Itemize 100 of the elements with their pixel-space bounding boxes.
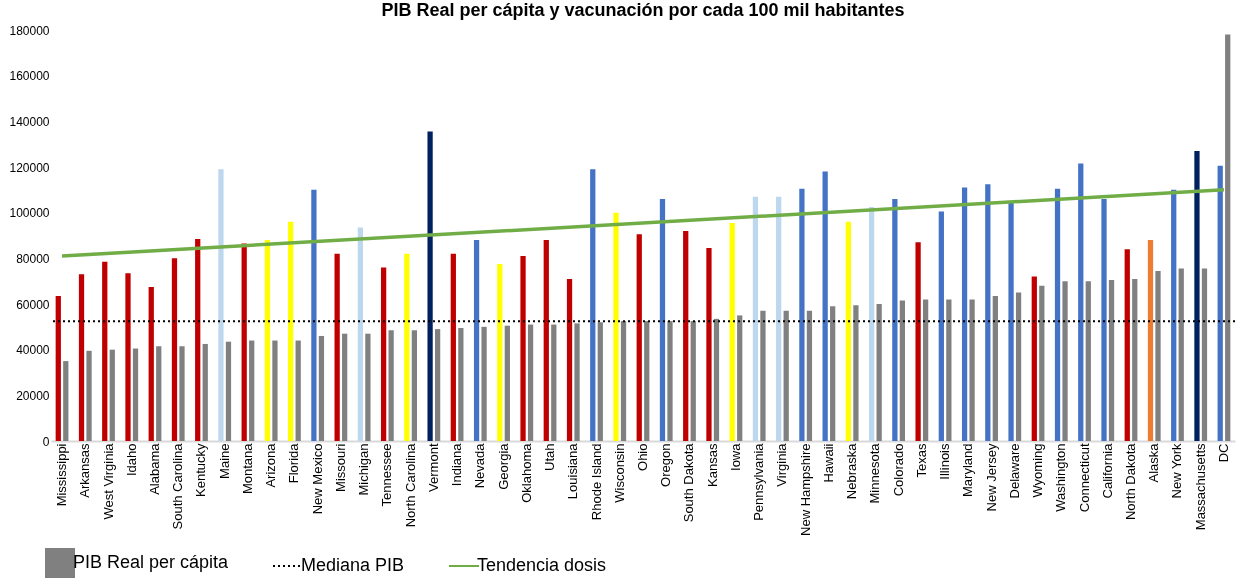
x-tick-label: Delaware [1006, 443, 1022, 499]
x-tick-label: North Dakota [1123, 442, 1139, 521]
bar [853, 305, 859, 441]
x-tick-label: Rhode Island [588, 443, 604, 521]
bar [427, 131, 433, 441]
x-tick-label: New Hampshire [797, 443, 813, 536]
bar [171, 258, 178, 441]
bar [272, 340, 278, 441]
legend-label: Tendencia dosis [477, 555, 607, 575]
bar [1085, 281, 1091, 441]
bar [636, 234, 642, 441]
y-tick-label: 160000 [9, 69, 50, 84]
bar [148, 286, 154, 441]
x-tick-label: Alabama [146, 442, 162, 495]
y-tick-label: 100000 [9, 206, 50, 221]
bar [458, 327, 464, 441]
bar [450, 253, 456, 441]
bar [342, 333, 348, 441]
bar [729, 222, 735, 441]
x-tick-label: New Jersey [983, 443, 999, 512]
bar [411, 330, 418, 441]
x-tick-label: Washington [1053, 443, 1069, 512]
bar [334, 253, 340, 441]
bar [132, 348, 139, 441]
x-tick-label: Colorado [890, 443, 906, 497]
bar [434, 329, 441, 441]
bar [1101, 198, 1107, 441]
bar [125, 273, 131, 441]
bar [845, 221, 852, 441]
bar [195, 238, 201, 441]
bar [380, 267, 387, 441]
bar [249, 340, 255, 441]
y-tick-label: 0 [42, 434, 50, 449]
bar [806, 310, 813, 441]
x-tick-label: Florida [286, 442, 302, 484]
bar [985, 184, 991, 441]
bar [527, 324, 534, 441]
x-tick-label: Idaho [123, 443, 139, 477]
bar [241, 243, 247, 441]
y-tick-label: 40000 [16, 343, 50, 358]
bar [1031, 276, 1037, 441]
y-tick-label: 60000 [16, 297, 50, 312]
x-tick-label: Nevada [472, 442, 488, 489]
bar [1132, 278, 1138, 441]
x-tick-label: Hawaii [820, 443, 836, 483]
bar [388, 330, 394, 441]
x-tick-label: Utah [542, 443, 558, 471]
bar [1201, 268, 1208, 441]
bar [659, 198, 666, 441]
bar [264, 240, 271, 441]
bar [1155, 270, 1161, 441]
bar [713, 318, 720, 441]
legend-label: PIB Real per cápita [73, 552, 230, 572]
bar [295, 340, 301, 441]
x-tick-label: Michigan [356, 443, 372, 496]
y-tick-label: 20000 [16, 388, 50, 403]
bar [1054, 188, 1061, 441]
x-tick-label: Montana [239, 442, 255, 495]
bar [179, 346, 185, 441]
bar [992, 296, 998, 441]
bar [892, 198, 898, 441]
bar [760, 310, 766, 441]
x-tick-label: Connecticut [1076, 443, 1092, 513]
bar [752, 196, 759, 441]
bar [776, 196, 782, 441]
x-tick-label: Wyoming [1030, 443, 1046, 498]
x-tick-label: South Dakota [681, 442, 697, 523]
bar [202, 343, 208, 441]
bar [868, 206, 875, 441]
x-tick-label: Massachusetts [1192, 443, 1208, 531]
bar [590, 169, 596, 441]
bar [737, 315, 743, 441]
bar [915, 242, 921, 441]
bar [1178, 268, 1184, 441]
x-tick-label: South Carolina [170, 442, 186, 530]
bar [620, 321, 627, 441]
bar [1039, 285, 1045, 441]
x-tick-label: Mississippi [54, 443, 70, 507]
bar [667, 321, 673, 441]
x-tick-label: New Mexico [309, 443, 325, 515]
x-tick-label: Ohio [635, 443, 650, 471]
x-tick-label: Georgia [495, 442, 511, 490]
x-tick-label: Oklahoma [518, 442, 534, 503]
x-tick-label: Maine [216, 443, 232, 479]
bar [1008, 202, 1014, 441]
bar [86, 350, 92, 441]
bar [690, 321, 696, 441]
bar [1171, 189, 1177, 441]
bar [318, 335, 325, 441]
bar [683, 230, 689, 441]
bar [1194, 151, 1200, 441]
bar [1015, 292, 1022, 441]
bar [1062, 281, 1068, 441]
bar [543, 240, 549, 441]
y-tick-label: 120000 [9, 160, 50, 175]
bar [551, 324, 557, 441]
bar [566, 278, 573, 441]
x-tick-label: Wisconsin [611, 443, 627, 503]
bar [946, 299, 952, 441]
bar [1217, 165, 1223, 441]
